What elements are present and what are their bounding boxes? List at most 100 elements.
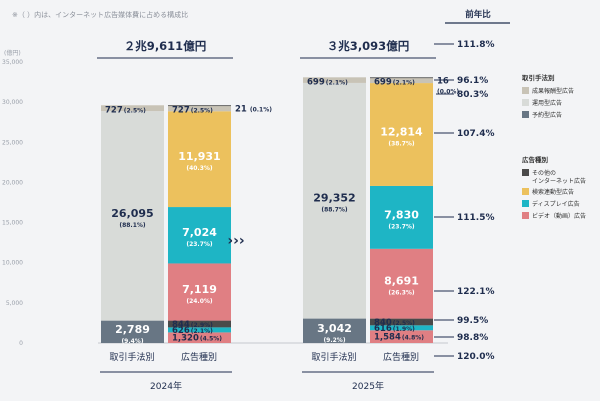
bar-segment (168, 320, 231, 328)
yoy-value: 96.1% (457, 76, 488, 86)
yoy-column: 111.8% 96.1% 80.3% 107.4% 111.5% 122.1% 99.5% 9… (434, 40, 495, 362)
total-label: ２兆9,611億円 (124, 39, 206, 53)
bar-value-label: 1,320(4.5%) (172, 334, 222, 344)
bar-segment (303, 82, 366, 319)
bar-value-label: 616(1.9%) (374, 324, 415, 334)
bar-value-label: 727(2.5%) (105, 105, 146, 115)
bar-segment (370, 185, 433, 249)
yoy-title: 前年比 (465, 9, 491, 20)
bar-pct-label: (4.5%) (200, 336, 222, 343)
bar-value-label: 727(2.5%) (172, 105, 213, 115)
x-category-label: 広告種別 (181, 351, 217, 363)
bar-segment (168, 207, 231, 264)
bar-pct-label: (4.8%) (402, 335, 424, 342)
yoy-value: 120.0% (457, 352, 495, 362)
legend-swatch (522, 87, 529, 94)
y-tick-label: 35,000 (2, 59, 23, 66)
bar-segment (101, 105, 164, 112)
footnote: ※（ ）内は、インターネット広告媒体費に占める構成比 (12, 10, 188, 19)
legend-swatch (522, 111, 529, 118)
bar-value-label: 11,931 (178, 150, 220, 163)
bar-segment (168, 327, 231, 333)
legend-swatch (522, 188, 529, 195)
bar-pct-label: (2.5%) (191, 107, 213, 114)
legend-item: 成果報酬型広告 (532, 87, 574, 95)
legend-swatch (522, 212, 529, 219)
legend-item: その他のインターネット広告 (532, 169, 586, 185)
bar-value-label: 3,042 (317, 322, 352, 335)
bar-value-label: 8,691 (384, 275, 419, 288)
bar-segment (370, 248, 433, 319)
legend-group-title: 広告種別 (522, 155, 549, 164)
bar-segment (101, 320, 164, 343)
bar-value-label: 7,830 (384, 208, 419, 221)
bar-value-label: 26,095 (111, 207, 153, 220)
y-tick-label: 25,000 (2, 139, 23, 146)
legend-swatch (522, 99, 529, 106)
bar-pct-label: (0.0%) (437, 88, 459, 95)
bar-pct-label: (88.7%) (321, 207, 348, 214)
bar-value-label: 7,024 (182, 226, 217, 239)
bar-pct-label: (23.7%) (388, 223, 415, 230)
bar-segment (370, 77, 433, 84)
year-label: 2025年 (352, 380, 384, 392)
yoy-value: 122.1% (457, 287, 495, 297)
bar-value-label: 7,119 (182, 283, 217, 296)
bar-pct-label: (40.3%) (186, 165, 213, 172)
y-tick-label: 5,000 (6, 300, 23, 307)
legend-group-title: 取引手法別 (522, 73, 555, 82)
year-label: 2024年 (150, 380, 182, 392)
bar-segment (370, 325, 433, 331)
y-tick-label: 0 (19, 340, 23, 347)
arrow-icon: ››› (227, 233, 244, 249)
bar-value-label: 21 (0.1%) (235, 104, 272, 114)
x-axis: 取引手法別 広告種別 取引手法別 広告種別 2024年 2025年 (100, 351, 434, 392)
bar-segment (370, 330, 433, 343)
bar-pct-label: (26.3%) (388, 290, 415, 297)
bar-pct-label: (9.2%) (323, 337, 345, 344)
bar-value-label: 699(2.1%) (374, 77, 415, 87)
bar-segment (303, 77, 366, 83)
bar-segment (168, 105, 231, 107)
bar-segment (370, 83, 433, 186)
y-tick-label: 30,000 (2, 99, 23, 106)
bar-value-label: 626(2.1%) (172, 326, 213, 336)
legend-item: ビデオ（動画）広告 (532, 212, 586, 220)
y-tick-label: 10,000 (2, 260, 23, 267)
x-category-label: 取引手法別 (311, 351, 356, 363)
legend-item: 検索連動型広告 (532, 188, 574, 196)
bar-pct-label: (2.5%) (124, 107, 146, 114)
bar-segment (168, 263, 231, 321)
bar-pct-label: (2.1%) (393, 79, 415, 86)
legend-item: 予約型広告 (532, 111, 562, 119)
bar-segment (168, 105, 231, 112)
legend-swatch (522, 200, 529, 207)
x-category-label: 取引手法別 (109, 351, 154, 363)
bar-pct-label: (2.5%) (393, 320, 415, 327)
x-category-label: 広告種別 (383, 351, 419, 363)
bar-value-label: 12,814 (380, 126, 423, 139)
bars (101, 77, 433, 343)
total-label: ３兆3,093億円 (327, 39, 409, 53)
bar-segment (370, 77, 433, 79)
bar-value-label: 699(2.1%) (307, 77, 348, 87)
bar-segment (168, 111, 231, 208)
bar-segment (370, 318, 433, 326)
bar-pct-label: (1.9%) (393, 326, 415, 333)
yoy-value: 111.5% (457, 213, 495, 223)
y-tick-label: 15,000 (2, 220, 23, 227)
bar-pct-label: (2.1%) (326, 79, 348, 86)
yoy-value: 99.5% (457, 316, 488, 326)
bar-pct-label: (0.1%) (250, 106, 272, 113)
legend-item: 運用型広告 (532, 99, 562, 107)
bar-value-label: 844(2.9%) (172, 320, 213, 330)
bar-value-label: 16 (437, 76, 449, 86)
yoy-value: 80.3% (457, 90, 488, 100)
bar-segment (303, 318, 366, 343)
bar-pct-label: (88.1%) (119, 222, 146, 229)
legend: 取引手法別成果報酬型広告運用型広告予約型広告広告種別その他のインターネット広告検… (522, 73, 586, 220)
bar-pct-label: (24.0%) (186, 298, 213, 305)
bar-pct-label: (9.4%) (121, 338, 143, 345)
yoy-value: 111.8% (457, 40, 495, 50)
